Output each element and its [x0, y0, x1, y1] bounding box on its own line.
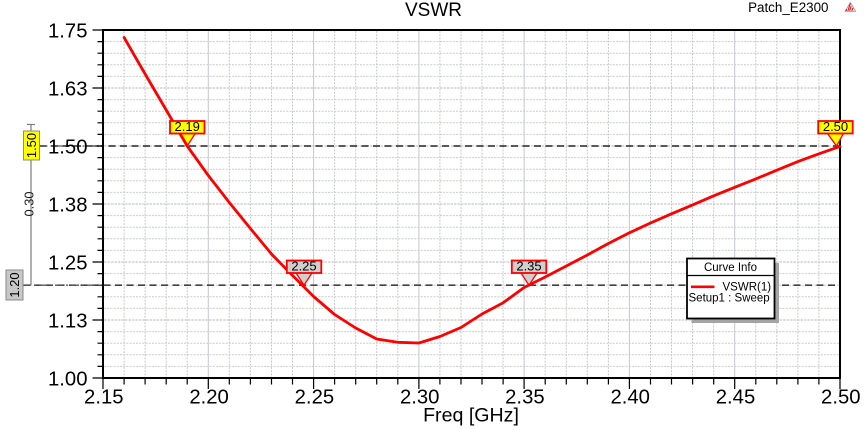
svg-text:Setup1 : Sweep: Setup1 : Sweep — [689, 293, 770, 305]
svg-text:1.13: 1.13 — [48, 310, 87, 332]
svg-text:1.38: 1.38 — [48, 194, 87, 216]
svg-text:1.00: 1.00 — [48, 368, 87, 390]
svg-text:2.35: 2.35 — [516, 259, 541, 274]
svg-text:2.50: 2.50 — [821, 387, 860, 409]
svg-text:Curve Info: Curve Info — [704, 262, 757, 274]
svg-text:2.40: 2.40 — [610, 387, 649, 409]
svg-text:2.19: 2.19 — [175, 119, 200, 134]
svg-text:2.15: 2.15 — [84, 387, 123, 409]
svg-text:1.25: 1.25 — [48, 252, 87, 274]
svg-text:VSWR: VSWR — [405, 0, 462, 21]
svg-text:Freq [GHz]: Freq [GHz] — [423, 405, 519, 427]
svg-text:2.45: 2.45 — [716, 387, 755, 409]
svg-text:1.20: 1.20 — [7, 272, 22, 297]
svg-text:1.63: 1.63 — [48, 78, 87, 100]
svg-text:0.30: 0.30 — [22, 192, 37, 217]
svg-text:2.50: 2.50 — [823, 119, 848, 134]
svg-text:2.25: 2.25 — [291, 259, 316, 274]
svg-text:VSWR(1): VSWR(1) — [723, 282, 772, 294]
svg-text:2.25: 2.25 — [295, 387, 334, 409]
svg-text:1.50: 1.50 — [48, 136, 87, 158]
svg-text:Patch_E2300: Patch_E2300 — [748, 0, 828, 15]
svg-text:1.50: 1.50 — [24, 133, 39, 158]
svg-text:2.30: 2.30 — [400, 387, 439, 409]
svg-text:1.75: 1.75 — [48, 20, 87, 42]
svg-text:2.35: 2.35 — [505, 387, 544, 409]
svg-text:2.20: 2.20 — [189, 387, 228, 409]
